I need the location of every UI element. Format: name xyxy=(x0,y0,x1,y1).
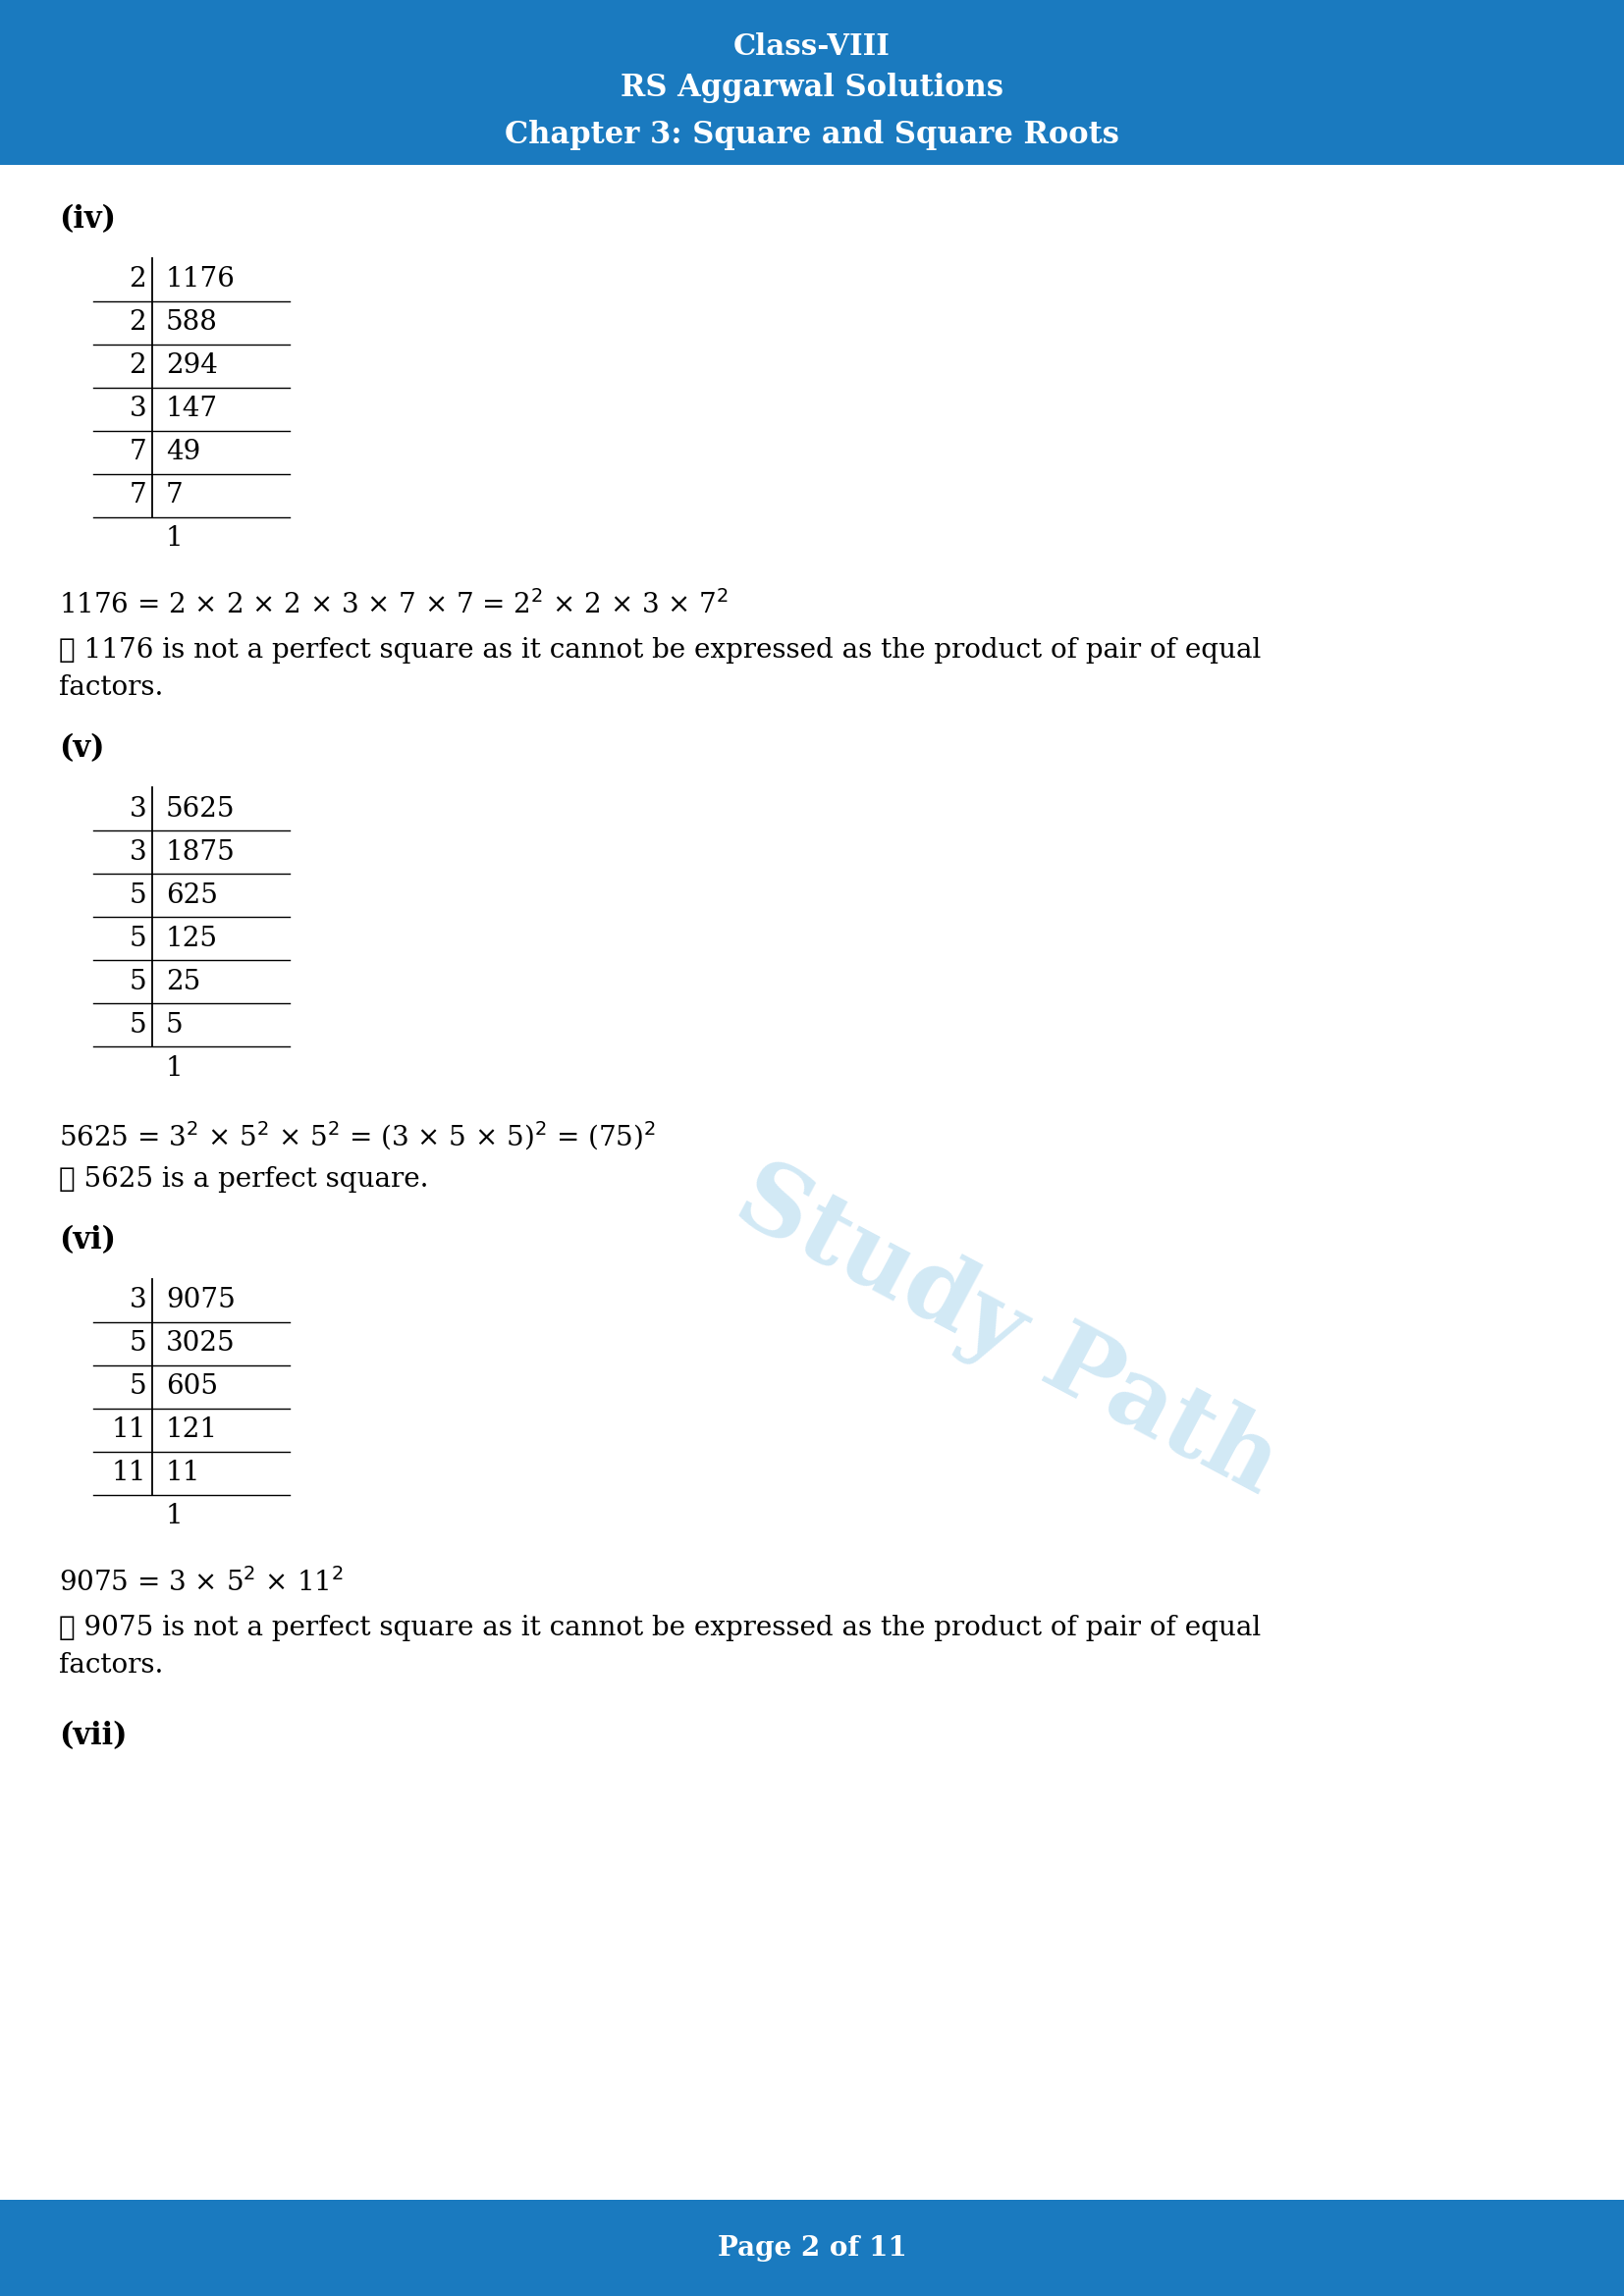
Text: (iv): (iv) xyxy=(58,204,115,234)
Text: 588: 588 xyxy=(166,310,218,335)
Text: Study Path: Study Path xyxy=(719,1148,1294,1515)
Text: 2: 2 xyxy=(128,354,146,379)
Text: 3: 3 xyxy=(128,397,146,422)
Text: 11: 11 xyxy=(112,1460,146,1486)
Text: 9075 = 3 × 5$^2$ × 11$^2$: 9075 = 3 × 5$^2$ × 11$^2$ xyxy=(58,1568,344,1598)
Text: 1: 1 xyxy=(166,1054,184,1081)
Text: Page 2 of 11: Page 2 of 11 xyxy=(718,2234,906,2262)
Text: 3: 3 xyxy=(128,797,146,822)
Text: 625: 625 xyxy=(166,882,218,909)
Text: 1176 = 2 × 2 × 2 × 3 × 7 × 7 = 2$^2$ × 2 × 3 × 7$^2$: 1176 = 2 × 2 × 2 × 3 × 7 × 7 = 2$^2$ × 2… xyxy=(58,590,729,620)
Text: ∴ 5625 is a perfect square.: ∴ 5625 is a perfect square. xyxy=(58,1166,429,1192)
Text: 11: 11 xyxy=(166,1460,201,1486)
Text: 7: 7 xyxy=(166,482,184,510)
Text: Chapter 3: Square and Square Roots: Chapter 3: Square and Square Roots xyxy=(505,119,1119,152)
Text: 9075: 9075 xyxy=(166,1288,235,1313)
Text: 7: 7 xyxy=(128,439,146,466)
Text: 11: 11 xyxy=(112,1417,146,1444)
Text: 1875: 1875 xyxy=(166,838,235,866)
Text: 5625: 5625 xyxy=(166,797,235,822)
Text: 147: 147 xyxy=(166,397,218,422)
Text: 49: 49 xyxy=(166,439,200,466)
Text: RS Aggarwal Solutions: RS Aggarwal Solutions xyxy=(620,71,1004,103)
Text: factors.: factors. xyxy=(58,1653,164,1678)
Text: 5: 5 xyxy=(128,1373,146,1401)
Text: 3025: 3025 xyxy=(166,1332,235,1357)
Text: 1: 1 xyxy=(166,1504,184,1529)
Text: 25: 25 xyxy=(166,969,200,994)
Text: (v): (v) xyxy=(58,732,104,765)
Bar xyxy=(0,2200,1624,2296)
Text: 5: 5 xyxy=(128,1332,146,1357)
Text: 121: 121 xyxy=(166,1417,218,1444)
Text: 5: 5 xyxy=(166,1013,184,1038)
Text: 5625 = 3$^2$ × 5$^2$ × 5$^2$ = (3 × 5 × 5)$^2$ = (75)$^2$: 5625 = 3$^2$ × 5$^2$ × 5$^2$ = (3 × 5 × … xyxy=(58,1118,656,1153)
Text: (vi): (vi) xyxy=(58,1226,115,1256)
Text: 1: 1 xyxy=(166,526,184,551)
Text: 5: 5 xyxy=(128,969,146,994)
Text: (vii): (vii) xyxy=(58,1720,127,1752)
Text: Class-VIII: Class-VIII xyxy=(734,32,890,60)
Text: ∴ 9075 is not a perfect square as it cannot be expressed as the product of pair : ∴ 9075 is not a perfect square as it can… xyxy=(58,1614,1260,1642)
Text: 294: 294 xyxy=(166,354,218,379)
Text: 2: 2 xyxy=(128,266,146,294)
Text: 2: 2 xyxy=(128,310,146,335)
Text: 605: 605 xyxy=(166,1373,218,1401)
Text: 5: 5 xyxy=(128,925,146,951)
Text: 3: 3 xyxy=(128,1288,146,1313)
Text: factors.: factors. xyxy=(58,675,164,700)
Text: 7: 7 xyxy=(128,482,146,510)
Text: 5: 5 xyxy=(128,882,146,909)
Bar xyxy=(0,0,1624,165)
Text: ∴ 1176 is not a perfect square as it cannot be expressed as the product of pair : ∴ 1176 is not a perfect square as it can… xyxy=(58,636,1262,664)
Text: 5: 5 xyxy=(128,1013,146,1038)
Text: 1176: 1176 xyxy=(166,266,235,294)
Text: 3: 3 xyxy=(128,838,146,866)
Text: 125: 125 xyxy=(166,925,218,951)
